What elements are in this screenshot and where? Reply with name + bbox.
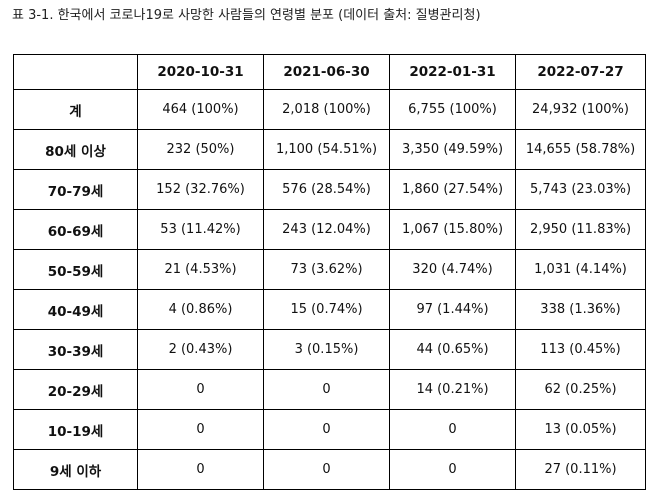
row-label: 20-29세 bbox=[13, 369, 138, 410]
age-distribution-table: 2020-10-31 2021-06-30 2022-01-31 2022-07… bbox=[13, 54, 646, 490]
row-label: 10-19세 bbox=[13, 409, 138, 450]
table-cell: 0 bbox=[137, 449, 264, 490]
table-cell: 5,743 (23.03%) bbox=[515, 169, 646, 210]
row-label: 70-79세 bbox=[13, 169, 138, 210]
table-row: 70-79세 152 (32.76%) 576 (28.54%) 1,860 (… bbox=[13, 169, 646, 210]
row-label: 40-49세 bbox=[13, 289, 138, 330]
table-cell: 1,067 (15.80%) bbox=[389, 209, 516, 250]
table-cell: 338 (1.36%) bbox=[515, 289, 646, 330]
row-label: 계 bbox=[13, 89, 138, 130]
row-label: 30-39세 bbox=[13, 329, 138, 370]
table-row: 50-59세 21 (4.53%) 73 (3.62%) 320 (4.74%)… bbox=[13, 249, 646, 290]
row-label: 80세 이상 bbox=[13, 129, 138, 170]
table-row: 40-49세 4 (0.86%) 15 (0.74%) 97 (1.44%) 3… bbox=[13, 289, 646, 330]
table-cell: 3,350 (49.59%) bbox=[389, 129, 516, 170]
table-cell: 6,755 (100%) bbox=[389, 89, 516, 130]
row-label: 60-69세 bbox=[13, 209, 138, 250]
table-row: 20-29세 0 0 14 (0.21%) 62 (0.25%) bbox=[13, 369, 646, 410]
table-cell: 464 (100%) bbox=[137, 89, 264, 130]
table-cell: 1,031 (4.14%) bbox=[515, 249, 646, 290]
row-label: 50-59세 bbox=[13, 249, 138, 290]
table-row: 60-69세 53 (11.42%) 243 (12.04%) 1,067 (1… bbox=[13, 209, 646, 250]
table-cell: 44 (0.65%) bbox=[389, 329, 516, 370]
table-cell: 243 (12.04%) bbox=[263, 209, 390, 250]
table-cell: 21 (4.53%) bbox=[137, 249, 264, 290]
table-cell: 14 (0.21%) bbox=[389, 369, 516, 410]
table-cell: 53 (11.42%) bbox=[137, 209, 264, 250]
header-row: 2020-10-31 2021-06-30 2022-01-31 2022-07… bbox=[13, 54, 646, 90]
table-row: 10-19세 0 0 0 13 (0.05%) bbox=[13, 409, 646, 450]
table-row: 30-39세 2 (0.43%) 3 (0.15%) 44 (0.65%) 11… bbox=[13, 329, 646, 370]
table-cell: 0 bbox=[137, 369, 264, 410]
table-cell: 13 (0.05%) bbox=[515, 409, 646, 450]
table-cell: 0 bbox=[263, 369, 390, 410]
table-cell: 27 (0.11%) bbox=[515, 449, 646, 490]
table-row: 80세 이상 232 (50%) 1,100 (54.51%) 3,350 (4… bbox=[13, 129, 646, 170]
table-cell: 576 (28.54%) bbox=[263, 169, 390, 210]
table-cell: 320 (4.74%) bbox=[389, 249, 516, 290]
column-header: 2021-06-30 bbox=[263, 54, 390, 90]
table-cell: 1,860 (27.54%) bbox=[389, 169, 516, 210]
table-cell: 73 (3.62%) bbox=[263, 249, 390, 290]
table-cell: 1,100 (54.51%) bbox=[263, 129, 390, 170]
table-cell: 0 bbox=[263, 409, 390, 450]
table-cell: 2 (0.43%) bbox=[137, 329, 264, 370]
corner-cell bbox=[13, 54, 138, 90]
column-header: 2020-10-31 bbox=[137, 54, 264, 90]
table-cell: 113 (0.45%) bbox=[515, 329, 646, 370]
table-cell: 2,018 (100%) bbox=[263, 89, 390, 130]
table-cell: 62 (0.25%) bbox=[515, 369, 646, 410]
table-cell: 3 (0.15%) bbox=[263, 329, 390, 370]
table-cell: 232 (50%) bbox=[137, 129, 264, 170]
table-cell: 0 bbox=[137, 409, 264, 450]
table-cell: 97 (1.44%) bbox=[389, 289, 516, 330]
table-cell: 152 (32.76%) bbox=[137, 169, 264, 210]
table-cell: 0 bbox=[263, 449, 390, 490]
table-cell: 0 bbox=[389, 449, 516, 490]
table-cell: 4 (0.86%) bbox=[137, 289, 264, 330]
table-cell: 2,950 (11.83%) bbox=[515, 209, 646, 250]
column-header: 2022-07-27 bbox=[515, 54, 646, 90]
table-cell: 0 bbox=[389, 409, 516, 450]
table-row: 9세 이하 0 0 0 27 (0.11%) bbox=[13, 449, 646, 490]
column-header: 2022-01-31 bbox=[389, 54, 516, 90]
table-cell: 14,655 (58.78%) bbox=[515, 129, 646, 170]
table-cell: 24,932 (100%) bbox=[515, 89, 646, 130]
row-label: 9세 이하 bbox=[13, 449, 138, 490]
table-row: 계 464 (100%) 2,018 (100%) 6,755 (100%) 2… bbox=[13, 89, 646, 130]
table-cell: 15 (0.74%) bbox=[263, 289, 390, 330]
table-caption: 표 3-1. 한국에서 코로나19로 사망한 사람들의 연령별 분포 (데이터 … bbox=[12, 8, 481, 23]
